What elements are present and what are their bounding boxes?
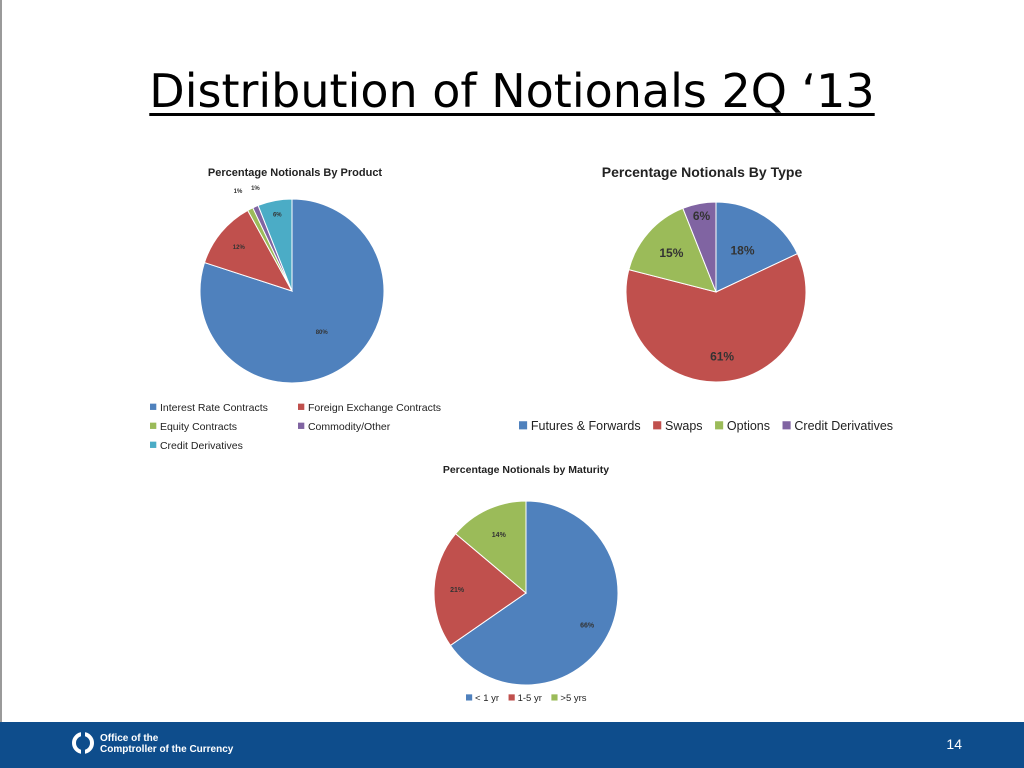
- data-label: 1%: [251, 186, 260, 192]
- footer-org-line2: Comptroller of the Currency: [100, 744, 234, 755]
- pie-slice-options: [628, 207, 717, 293]
- pie-slice-5-yrs: [454, 500, 527, 595]
- chart-title: Percentage Notionals by Maturity: [443, 464, 609, 476]
- slide-title-text: Distribution of Notionals 2Q ‘13: [149, 64, 875, 118]
- pie-slice-foreign-exchange-contracts: [203, 209, 294, 292]
- pie-slice-1-5-yr: [433, 533, 527, 647]
- data-label: 6%: [273, 212, 282, 218]
- legend-item: Options: [727, 419, 770, 433]
- data-label: 21%: [450, 587, 465, 594]
- footer-bar: Office of the Comptroller of the Currenc…: [0, 722, 1024, 768]
- chart-legend: Interest Rate Contracts Foreign Exchange …: [150, 402, 441, 452]
- pie-chart-percentage-notionals-by-maturity: Percentage Notionals by Maturity 66% 21% 14…: [433, 464, 619, 704]
- legend-item: Credit Derivatives: [160, 440, 243, 452]
- data-label: 1%: [234, 189, 243, 195]
- legend-item: Commodity/Other: [308, 421, 391, 433]
- legend-item: Credit Derivatives: [794, 419, 893, 433]
- legend-swatch: [150, 422, 157, 429]
- data-label: 15%: [659, 246, 683, 260]
- legend-item: Interest Rate Contracts: [160, 402, 268, 414]
- data-label: 80%: [316, 330, 329, 336]
- data-label: 12%: [233, 245, 246, 251]
- legend-swatch: [715, 421, 724, 430]
- legend-item: Futures & Forwards: [531, 419, 641, 433]
- footer-org-line1: Office of the: [100, 733, 159, 744]
- legend-swatch: [298, 403, 305, 410]
- legend-swatch: [519, 421, 528, 430]
- page-number: 14: [946, 736, 962, 752]
- data-label: 66%: [580, 622, 595, 629]
- slide-left-border: [0, 0, 2, 722]
- chart-title: Percentage Notionals By Type: [602, 164, 803, 180]
- legend-swatch: [150, 441, 157, 448]
- pie-chart-percentage-notionals-by-product: Percentage Notionals By Product 80% 12% 1% 1…: [150, 167, 441, 452]
- legend-swatch: [551, 694, 558, 701]
- charts-canvas: Percentage Notionals By Product 80% 12% 1% 1…: [150, 164, 893, 704]
- data-label: 14%: [492, 532, 507, 539]
- data-label: 61%: [710, 350, 734, 364]
- chart-legend: < 1 yr 1-5 yr >5 yrs: [466, 693, 587, 704]
- pie-slice-credit-derivatives: [257, 198, 293, 292]
- data-label: 18%: [730, 243, 754, 257]
- data-label: 6%: [693, 209, 711, 223]
- legend-swatch: [466, 694, 473, 701]
- legend-swatch: [508, 694, 515, 701]
- legend-item: Foreign Exchange Contracts: [308, 402, 441, 414]
- legend-swatch: [150, 403, 157, 410]
- legend-swatch: [653, 421, 662, 430]
- legend-item: < 1 yr: [475, 693, 499, 704]
- legend-item: Swaps: [665, 419, 703, 433]
- legend-item: Equity Contracts: [160, 421, 237, 433]
- pie-slice-1-yr: [449, 500, 619, 686]
- pie-slice-credit-derivatives: [682, 201, 717, 293]
- pie-chart-percentage-notionals-by-type: Percentage Notionals By Type 18% 61% 15% 6% F…: [519, 164, 893, 433]
- footer-org-name: Office of the Comptroller of the Currenc…: [100, 733, 233, 755]
- chart-legend: Futures & Forwards Swaps Options Credit Der…: [519, 419, 893, 433]
- legend-swatch: [298, 422, 305, 429]
- legend-item: >5 yrs: [560, 693, 586, 704]
- chart-title: Percentage Notionals By Product: [208, 167, 383, 179]
- slide-title: Distribution of Notionals 2Q ‘13: [0, 64, 1024, 118]
- occ-logo-icon: [72, 732, 94, 754]
- legend-item: 1-5 yr: [518, 693, 542, 704]
- legend-swatch: [782, 421, 791, 430]
- pie-slice-futures-forwards: [715, 201, 799, 293]
- pie-slice-swaps: [625, 253, 807, 383]
